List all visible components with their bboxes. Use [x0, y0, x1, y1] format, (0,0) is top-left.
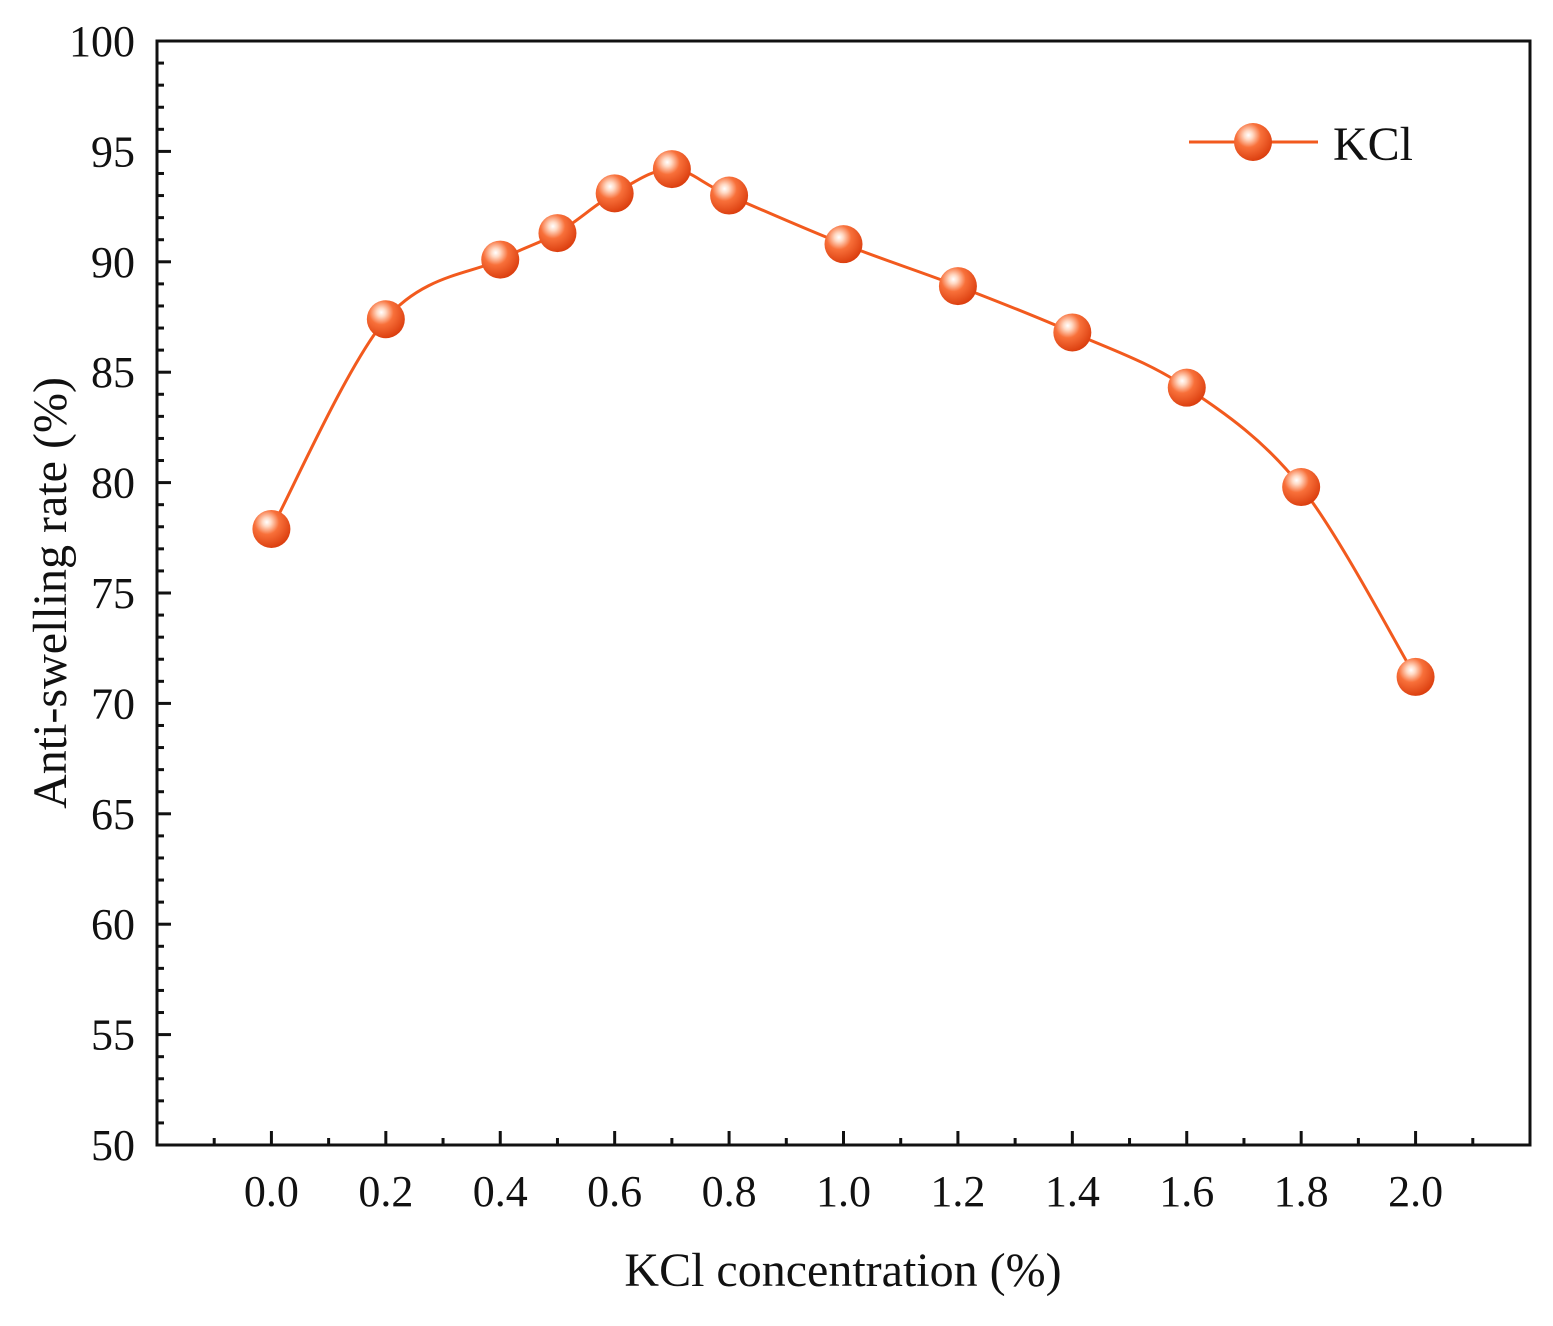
data-point: [595, 174, 634, 213]
data-point: [481, 240, 520, 279]
y-tick-label: 90: [91, 238, 135, 287]
y-tick-label: 85: [91, 348, 135, 397]
y-tick-label: 70: [91, 679, 135, 728]
data-point: [1053, 313, 1092, 352]
x-tick-label: 0.4: [473, 1167, 528, 1216]
series-line: [270, 167, 1417, 678]
x-tick-label: 0.2: [358, 1167, 413, 1216]
x-tick-label: 1.6: [1159, 1167, 1214, 1216]
x-tick-label: 1.2: [930, 1167, 985, 1216]
data-point: [538, 214, 577, 253]
legend-marker: [1234, 123, 1272, 161]
data-point: [1167, 368, 1206, 407]
y-tick-label: 75: [91, 569, 135, 618]
y-tick-label: 80: [91, 459, 135, 508]
data-point: [1282, 468, 1321, 507]
x-axis-ticks: 0.0 0.2 0.4 0.6 0.8 1.0 1.2 1.4 1.6 1.8 2.0: [212, 1131, 1475, 1216]
data-point: [710, 176, 749, 215]
data-point: [652, 150, 691, 189]
plot-frame: [155, 39, 1532, 1147]
data-point: [1396, 657, 1435, 696]
y-tick-label: 50: [91, 1121, 135, 1170]
data-point: [938, 267, 977, 306]
y-tick-label: 60: [91, 900, 135, 949]
x-tick-label: 2.0: [1388, 1167, 1443, 1216]
x-tick-label: 0.0: [244, 1167, 299, 1216]
y-tick-label: 65: [91, 790, 135, 839]
y-axis-ticks: 50 55 60 65 70 75 80 85 90 95 100: [69, 17, 171, 1170]
y-tick-label: 100: [69, 17, 135, 66]
y-tick-label: 55: [91, 1011, 135, 1060]
x-tick-label: 1.4: [1045, 1167, 1100, 1216]
x-tick-label: 1.8: [1274, 1167, 1329, 1216]
legend-label: KCl: [1333, 118, 1413, 171]
y-tick-label: 95: [91, 127, 135, 176]
x-tick-label: 1.0: [816, 1167, 871, 1216]
x-tick-label: 0.8: [702, 1167, 757, 1216]
data-point: [824, 225, 863, 264]
data-point: [252, 509, 291, 548]
x-tick-label: 0.6: [587, 1167, 642, 1216]
x-axis-label: KCl concentration (%): [624, 1244, 1061, 1297]
series-group: [252, 150, 1435, 696]
legend: KCl: [1189, 118, 1413, 171]
y-axis-label: Anti-swelling rate (%): [24, 377, 77, 809]
data-point: [366, 300, 405, 339]
